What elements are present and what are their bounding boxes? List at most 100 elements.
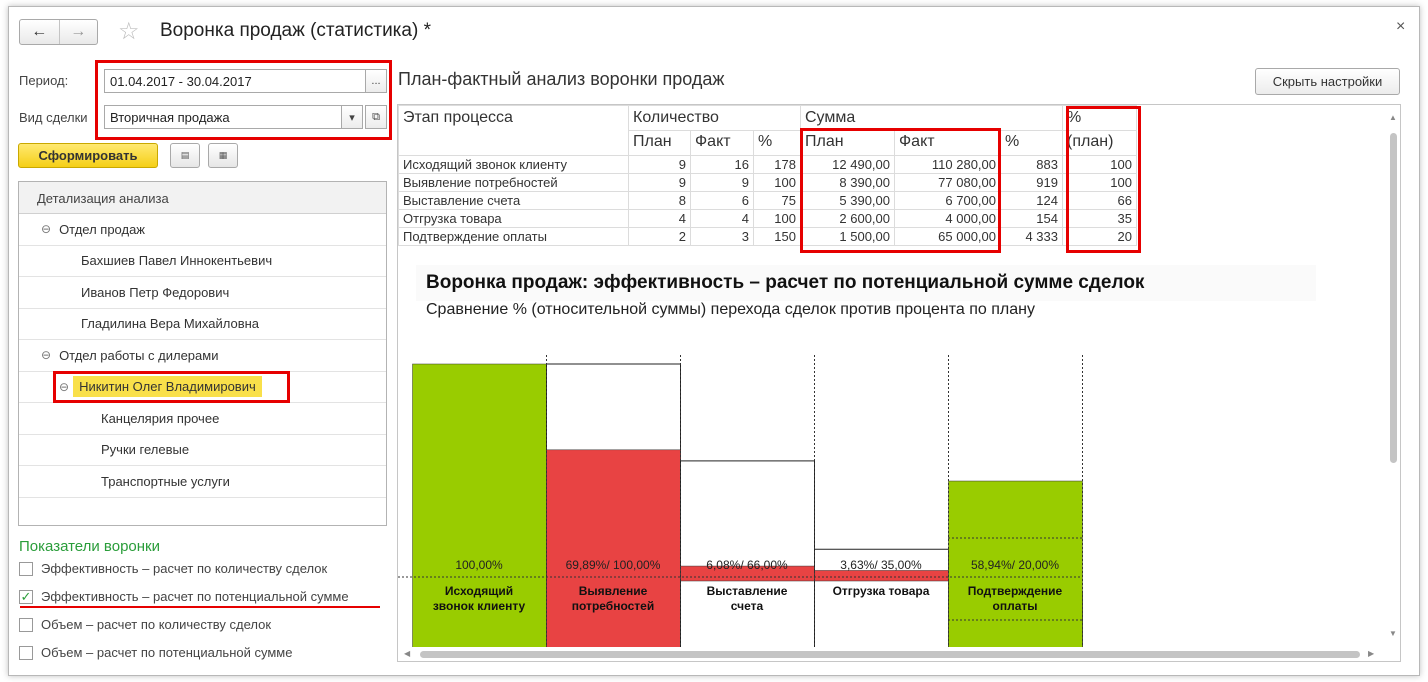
header-qty-plan: План bbox=[628, 130, 691, 156]
horizontal-scrollbar[interactable]: ◀ ▶ bbox=[398, 647, 1388, 661]
chart-title-box bbox=[416, 265, 1316, 301]
period-select-button[interactable]: ... bbox=[365, 69, 387, 93]
table-row: Исходящий звонок клиенту 9 16 178 12 490,00 1… bbox=[398, 155, 1137, 174]
generate-button[interactable]: Сформировать bbox=[18, 143, 158, 168]
table-cell-qf: 9 bbox=[690, 173, 754, 192]
category-label: Исходящий bbox=[445, 584, 513, 598]
tree-row[interactable]: Гладилина Вера Михайловна bbox=[19, 309, 386, 340]
back-button[interactable]: ← bbox=[20, 20, 59, 44]
value-label: 100,00% bbox=[455, 558, 503, 572]
table-cell-stage: Выявление потребностей bbox=[398, 173, 629, 192]
collapse-icon[interactable]: ⊖ bbox=[41, 222, 52, 237]
tree-row[interactable]: Транспортные услуги bbox=[19, 466, 386, 498]
forward-button[interactable]: → bbox=[58, 20, 98, 44]
report-title: План-фактный анализ воронки продаж bbox=[398, 69, 725, 89]
table-cell-qp: 8 bbox=[628, 191, 691, 210]
report-area: Этап процесса Количество Сумма % План Фа… bbox=[397, 104, 1401, 662]
tree-row-label: Иванов Петр Федорович bbox=[81, 284, 230, 300]
collapse-icon[interactable]: ⊖ bbox=[41, 348, 52, 363]
value-label: 3,63%/ 35,00% bbox=[840, 558, 922, 572]
tree-row-label: Бахшиев Павел Иннокентьевич bbox=[81, 253, 273, 269]
report-table: Этап процесса Количество Сумма % План Фа… bbox=[398, 105, 1137, 246]
tree-row[interactable]: Иванов Петр Федорович bbox=[19, 277, 386, 309]
tree-row[interactable]: ⊖ Отдел продаж bbox=[19, 214, 386, 246]
indicators-title: Показатели воронки bbox=[19, 538, 160, 555]
fact-bar bbox=[412, 363, 547, 650]
table-cell-plan: 100 bbox=[1062, 173, 1137, 192]
table-cell-plan: 35 bbox=[1062, 209, 1137, 228]
open-button[interactable]: ⧉ bbox=[365, 105, 387, 129]
scroll-up-icon[interactable]: ▲ bbox=[1389, 113, 1397, 122]
tree-row-label: Канцелярия прочее bbox=[101, 410, 220, 426]
deal-type-label: Вид сделки bbox=[19, 110, 88, 125]
indicator-checkbox[interactable] bbox=[19, 645, 33, 660]
table-row: Подтверждение оплаты 2 3 150 1 500,00 65 000,… bbox=[398, 227, 1137, 246]
chart-title: Воронка продаж: эффективность – расчет п… bbox=[426, 272, 1145, 293]
indicator-label: Объем – расчет по потенциальной сумме bbox=[41, 645, 293, 660]
favorite-star-icon[interactable]: ☆ bbox=[118, 18, 140, 45]
tree-row[interactable]: ⊖ Отдел работы с дилерами bbox=[19, 340, 386, 372]
plan-bar bbox=[680, 460, 815, 650]
table-cell-qp: 9 bbox=[628, 155, 691, 174]
table-row: Отгрузка товара 4 4 100 2 600,00 4 000,00 154 3… bbox=[398, 209, 1137, 228]
table-row: Выявление потребностей 9 9 100 8 390,00 77 08… bbox=[398, 173, 1137, 192]
tree-row-label: Ручки гелевые bbox=[101, 442, 190, 458]
category-label: Отгрузка товара bbox=[833, 584, 930, 598]
vertical-scroll-thumb[interactable] bbox=[1390, 133, 1397, 463]
collapse-icon[interactable]: ⊖ bbox=[59, 379, 70, 394]
table-cell-qp: 2 bbox=[628, 227, 691, 246]
table-cell-plan: 100 bbox=[1062, 155, 1137, 174]
table-cell-spct: 4 333 bbox=[1000, 227, 1063, 246]
fact-bar bbox=[948, 480, 1083, 650]
tree-row[interactable]: ⊖ Никитин Олег Владимирович bbox=[19, 372, 386, 403]
header-pct-plan-sub: (план) bbox=[1062, 130, 1137, 156]
value-label: 6,08%/ 66,00% bbox=[706, 558, 788, 572]
dropdown-button[interactable]: ▾ bbox=[341, 105, 363, 129]
indicator-label: Объем – расчет по количеству сделок bbox=[41, 617, 272, 632]
value-label: 69,89%/ 100,00% bbox=[566, 558, 661, 572]
header-qty-fact: Факт bbox=[690, 130, 754, 156]
indicator-checkbox[interactable] bbox=[19, 617, 33, 632]
indicator-checkbox[interactable] bbox=[19, 561, 33, 576]
table-cell-sp: 2 600,00 bbox=[800, 209, 895, 228]
vertical-scrollbar[interactable]: ▲ ▼ bbox=[1386, 105, 1400, 649]
checkmark-icon[interactable]: ✓ bbox=[19, 588, 33, 604]
scroll-right-icon[interactable]: ▶ bbox=[1368, 649, 1375, 658]
table-cell-qpct: 75 bbox=[753, 191, 801, 210]
period-input[interactable]: 01.04.2017 - 30.04.2017 bbox=[104, 69, 368, 93]
detail-tree: Детализация анализа ⊖ Отдел продаж Бахшиев… bbox=[18, 181, 387, 526]
deal-type-input[interactable]: Вторичная продажа bbox=[104, 105, 344, 129]
table-cell-sf: 110 280,00 bbox=[894, 155, 1001, 174]
table-cell-stage: Подтверждение оплаты bbox=[398, 227, 629, 246]
hide-settings-button[interactable]: Скрыть настройки bbox=[1255, 68, 1400, 95]
indicator-label: Эффективность – расчет по потенциальной … bbox=[41, 589, 349, 604]
tree-row[interactable]: Ручки гелевые bbox=[19, 435, 386, 466]
collapse-groups-button[interactable]: ▤ bbox=[170, 143, 200, 168]
indicator-option[interactable]: Объем – расчет по потенциальной сумме bbox=[19, 645, 292, 660]
category-label: счета bbox=[731, 599, 764, 613]
table-cell-qpct: 150 bbox=[753, 227, 801, 246]
chevron-down-icon: ▾ bbox=[349, 111, 355, 124]
indicator-option[interactable]: Объем – расчет по количеству сделок bbox=[19, 617, 271, 632]
table-cell-sf: 6 700,00 bbox=[894, 191, 1001, 210]
tree-row[interactable]: Бахшиев Павел Иннокентьевич bbox=[19, 246, 386, 277]
indicator-option[interactable]: Эффективность – расчет по количеству сде… bbox=[19, 561, 327, 576]
tree-row[interactable]: Канцелярия прочее bbox=[19, 403, 386, 435]
category-label: Подтверждение bbox=[968, 584, 1063, 598]
horizontal-scroll-thumb[interactable] bbox=[420, 651, 1360, 658]
collapse-groups-icon: ▤ bbox=[180, 150, 190, 160]
indicator-option[interactable]: ✓ Эффективность – расчет по потенциальной… bbox=[19, 589, 349, 604]
expand-groups-button[interactable]: ▦ bbox=[208, 143, 238, 168]
arrow-right-icon: → bbox=[70, 23, 87, 40]
header-pct-plan: % bbox=[1062, 105, 1137, 131]
header-sum-plan: План bbox=[800, 130, 895, 156]
table-cell-qpct: 100 bbox=[753, 173, 801, 192]
close-icon[interactable]: × bbox=[1396, 18, 1406, 35]
red-underline bbox=[20, 606, 380, 608]
header-stage: Этап процесса bbox=[398, 105, 629, 156]
category-label: звонок клиенту bbox=[433, 599, 526, 613]
scroll-down-icon[interactable]: ▼ bbox=[1389, 629, 1397, 638]
scroll-left-icon[interactable]: ◀ bbox=[404, 649, 411, 658]
table-cell-qp: 4 bbox=[628, 209, 691, 228]
